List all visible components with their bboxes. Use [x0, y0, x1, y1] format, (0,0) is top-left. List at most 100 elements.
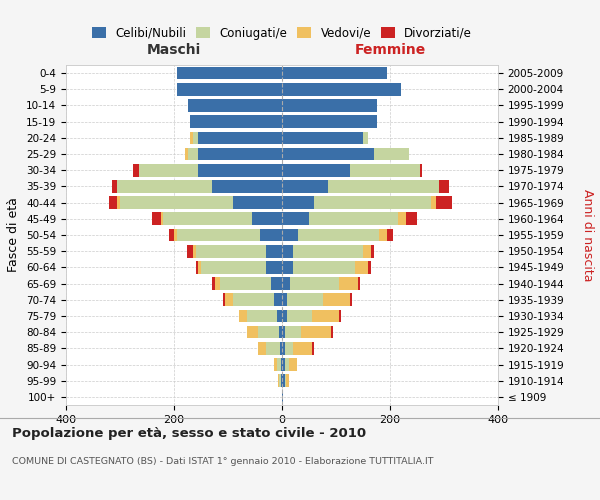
Bar	[185, 148, 187, 160]
Bar	[293, 245, 363, 258]
Bar	[439, 180, 449, 192]
Bar	[190, 132, 193, 144]
Bar	[196, 245, 266, 258]
Bar	[187, 148, 198, 160]
Bar	[176, 67, 282, 80]
Bar	[120, 196, 233, 209]
Bar	[323, 294, 349, 306]
Bar	[198, 132, 282, 144]
Bar	[285, 342, 293, 354]
Bar	[271, 278, 282, 290]
Bar	[198, 164, 282, 176]
Bar	[287, 294, 323, 306]
Bar	[247, 326, 258, 338]
Bar	[282, 164, 349, 176]
Bar	[258, 326, 280, 338]
Bar	[280, 342, 282, 354]
Bar	[285, 374, 286, 387]
Text: Maschi: Maschi	[147, 42, 201, 56]
Bar	[282, 261, 293, 274]
Bar	[280, 374, 281, 387]
Bar	[109, 196, 117, 209]
Bar	[282, 245, 293, 258]
Bar	[289, 358, 297, 371]
Bar	[187, 99, 282, 112]
Bar	[260, 228, 282, 241]
Bar	[190, 116, 282, 128]
Bar	[285, 326, 301, 338]
Bar	[201, 261, 266, 274]
Bar	[169, 228, 174, 241]
Bar	[176, 83, 282, 96]
Bar	[118, 196, 120, 209]
Bar	[282, 99, 377, 112]
Bar	[298, 228, 379, 241]
Bar	[293, 342, 312, 354]
Bar	[282, 180, 328, 192]
Bar	[266, 261, 282, 274]
Bar	[176, 228, 260, 241]
Y-axis label: Anni di nascita: Anni di nascita	[581, 188, 594, 281]
Bar	[198, 261, 201, 274]
Bar	[282, 358, 285, 371]
Bar	[286, 374, 289, 387]
Bar	[282, 116, 377, 128]
Bar	[118, 180, 212, 192]
Bar	[161, 212, 163, 225]
Bar	[312, 342, 314, 354]
Bar	[282, 83, 401, 96]
Y-axis label: Fasce di età: Fasce di età	[7, 198, 20, 272]
Bar	[309, 212, 398, 225]
Bar	[282, 374, 285, 387]
Text: Popolazione per età, sesso e stato civile - 2010: Popolazione per età, sesso e stato civil…	[12, 428, 366, 440]
Bar	[281, 374, 282, 387]
Bar	[233, 294, 274, 306]
Bar	[374, 148, 409, 160]
Bar	[282, 67, 388, 80]
Bar	[282, 278, 290, 290]
Text: Femmine: Femmine	[355, 42, 425, 56]
Bar	[163, 212, 253, 225]
Bar	[220, 278, 271, 290]
Bar	[282, 326, 285, 338]
Bar	[266, 342, 280, 354]
Bar	[349, 294, 352, 306]
Bar	[293, 261, 355, 274]
Bar	[282, 294, 287, 306]
Bar	[112, 180, 117, 192]
Bar	[287, 310, 312, 322]
Bar	[226, 294, 233, 306]
Bar	[282, 390, 283, 403]
Bar	[388, 228, 392, 241]
Bar	[431, 196, 436, 209]
Bar	[282, 212, 309, 225]
Bar	[282, 228, 298, 241]
Bar	[174, 228, 176, 241]
Bar	[277, 358, 281, 371]
Bar	[328, 180, 439, 192]
Bar	[331, 326, 334, 338]
Bar	[239, 310, 247, 322]
Bar	[436, 196, 452, 209]
Bar	[278, 374, 280, 387]
Bar	[152, 212, 161, 225]
Bar	[196, 261, 198, 274]
Bar	[312, 310, 338, 322]
Bar	[212, 278, 215, 290]
Text: COMUNE DI CASTEGNATO (BS) - Dati ISTAT 1° gennaio 2010 - Elaborazione TUTTITALIA: COMUNE DI CASTEGNATO (BS) - Dati ISTAT 1…	[12, 458, 433, 466]
Bar	[215, 278, 220, 290]
Bar	[133, 164, 139, 176]
Bar	[193, 245, 196, 258]
Bar	[355, 261, 368, 274]
Bar	[247, 310, 277, 322]
Bar	[282, 196, 314, 209]
Bar	[368, 261, 371, 274]
Bar	[338, 278, 358, 290]
Bar	[258, 342, 266, 354]
Bar	[338, 310, 341, 322]
Bar	[290, 278, 339, 290]
Bar	[274, 358, 277, 371]
Bar	[253, 212, 282, 225]
Legend: Celibi/Nubili, Coniugati/e, Vedovi/e, Divorziati/e: Celibi/Nubili, Coniugati/e, Vedovi/e, Di…	[92, 26, 472, 40]
Bar	[223, 294, 226, 306]
